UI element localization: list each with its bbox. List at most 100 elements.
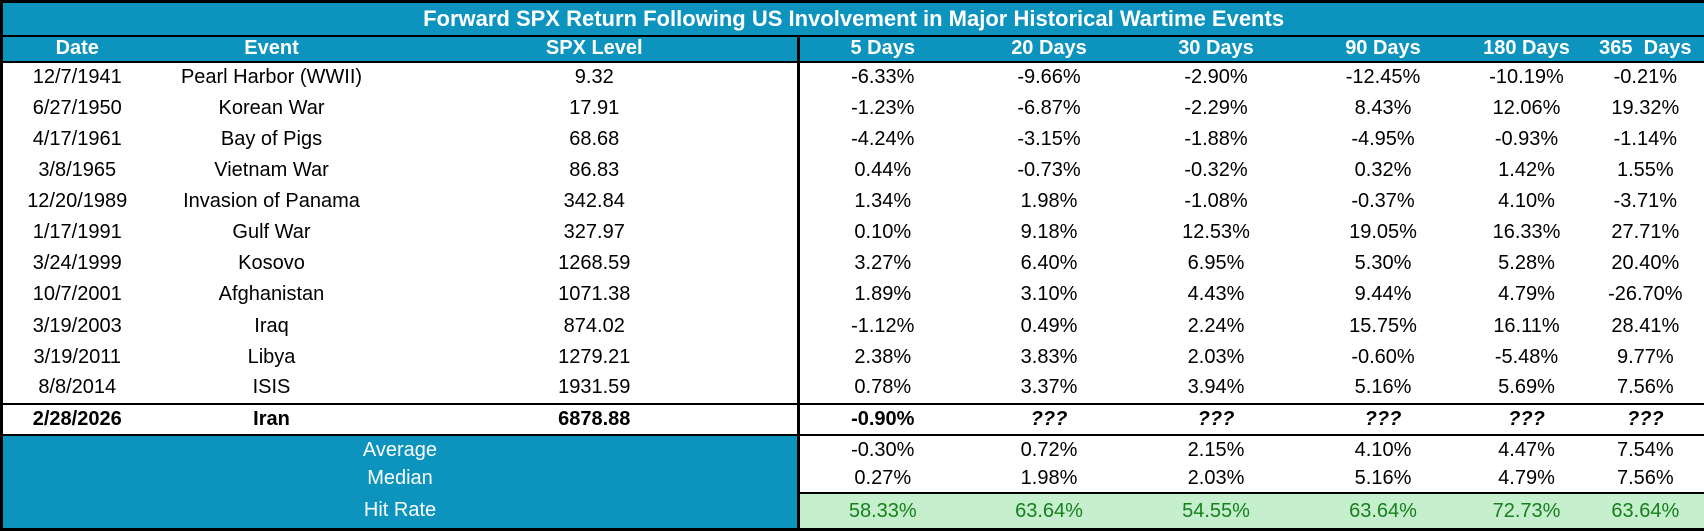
return-cell: 15.75%	[1299, 310, 1467, 342]
table-row: 12/7/1941 Pearl Harbor (WWII) 9.32 -6.33% -9…	[1, 61, 1704, 93]
return-cell: 1.55%	[1586, 154, 1704, 186]
return-cell: -1.08%	[1132, 186, 1300, 218]
summary-value-cell: 2.15%	[1132, 435, 1300, 465]
return-cell: 0.32%	[1299, 154, 1467, 186]
return-cell: -2.29%	[1132, 92, 1300, 124]
spx-level-cell: 9.32	[391, 61, 799, 93]
return-cell: -10.19%	[1466, 61, 1587, 93]
return-cell: 12.53%	[1132, 217, 1300, 249]
event-cell: Afghanistan	[151, 279, 392, 311]
pending-row-iran: 2/28/2026 Iran 6878.88 -0.90%??????????????…	[1, 402, 1704, 437]
return-cell: 12.06%	[1466, 92, 1587, 124]
return-cell: 2.38%	[797, 341, 966, 373]
summary-value-cell: 4.47%	[1466, 435, 1587, 465]
column-header: 20 Days	[965, 35, 1133, 63]
return-cell: -1.14%	[1586, 123, 1704, 155]
spx-level-cell: 1931.59	[391, 372, 799, 404]
header-row: Date Event SPX Level 5 Days 20 Days 30 Days 90…	[1, 35, 1704, 63]
return-cell: 3.10%	[965, 279, 1133, 311]
return-cell: 19.32%	[1586, 92, 1704, 124]
return-cell: 27.71%	[1586, 217, 1704, 249]
return-cell: -4.95%	[1299, 123, 1467, 155]
summary-value-cell: 4.10%	[1299, 435, 1467, 465]
date-cell: 2/28/2026	[1, 402, 152, 437]
event-cell: Bay of Pigs	[151, 123, 392, 155]
return-cell: -0.21%	[1586, 61, 1704, 93]
return-cell: -0.73%	[965, 154, 1133, 186]
date-cell: 10/7/2001	[1, 279, 152, 311]
summary-value-cell: 54.55%	[1132, 492, 1300, 530]
table-row: 10/7/2001 Afghanistan 1071.38 1.89% 3.10% 4.4…	[1, 279, 1704, 311]
event-cell: Vietnam War	[151, 154, 392, 186]
column-header: Date	[1, 35, 152, 63]
summary-row-median: Median 0.27% 1.98% 2.03% 5.16% 4.79% 7.56%	[1, 464, 1704, 494]
summary-label: Median	[1, 464, 799, 494]
return-cell: 1.98%	[965, 186, 1133, 218]
date-cell: 8/8/2014	[1, 372, 152, 404]
date-cell: 12/7/1941	[1, 61, 152, 93]
spx-level-cell: 874.02	[391, 310, 799, 342]
date-cell: 3/8/1965	[1, 154, 152, 186]
return-cell: 9.18%	[965, 217, 1133, 249]
event-cell: Korean War	[151, 92, 392, 124]
return-cell: 0.49%	[965, 310, 1133, 342]
summary-value-cell: 72.73%	[1466, 492, 1587, 530]
return-cell: -1.23%	[797, 92, 966, 124]
summary-value-cell: 5.16%	[1299, 464, 1467, 494]
date-cell: 3/19/2011	[1, 341, 152, 373]
summary-value-cell: 58.33%	[797, 492, 966, 530]
return-cell: -12.45%	[1299, 61, 1467, 93]
event-cell: Kosovo	[151, 248, 392, 280]
return-cell: 3.27%	[797, 248, 966, 280]
spx-level-cell: 17.91	[391, 92, 799, 124]
return-cell: ???	[1132, 402, 1300, 437]
column-header: Event	[151, 35, 392, 63]
spx-level-cell: 6878.88	[391, 402, 799, 437]
table-row: 3/19/2003 Iraq 874.02 -1.12% 0.49% 2.24% 15.75…	[1, 310, 1704, 342]
event-cell: Gulf War	[151, 217, 392, 249]
column-header: 180 Days	[1466, 35, 1587, 63]
return-cell: 20.40%	[1586, 248, 1704, 280]
date-cell: 3/24/1999	[1, 248, 152, 280]
spx-level-cell: 327.97	[391, 217, 799, 249]
event-cell: ISIS	[151, 372, 392, 404]
table-row: 8/8/2014 ISIS 1931.59 0.78% 3.37% 3.94% 5.16% 5…	[1, 372, 1704, 404]
column-header: 30 Days	[1132, 35, 1300, 63]
summary-value-cell: -0.30%	[797, 435, 966, 465]
return-cell: 5.69%	[1466, 372, 1587, 404]
return-cell: 0.78%	[797, 372, 966, 404]
return-cell: ???	[1586, 402, 1704, 437]
summary-value-cell: 2.03%	[1132, 464, 1300, 494]
return-cell: 0.44%	[797, 154, 966, 186]
return-cell: 2.03%	[1132, 341, 1300, 373]
return-cell: -5.48%	[1466, 341, 1587, 373]
return-cell: 19.05%	[1299, 217, 1467, 249]
column-header: 5 Days	[797, 35, 966, 63]
return-cell: 16.33%	[1466, 217, 1587, 249]
return-cell: -3.15%	[965, 123, 1133, 155]
summary-value-cell: 0.27%	[797, 464, 966, 494]
event-cell: Libya	[151, 341, 392, 373]
summary-row-average: Average -0.30% 0.72% 2.15% 4.10% 4.47% 7.54%	[1, 435, 1704, 465]
date-cell: 3/19/2003	[1, 310, 152, 342]
event-cell: Iraq	[151, 310, 392, 342]
spx-level-cell: 1268.59	[391, 248, 799, 280]
return-cell: 28.41%	[1586, 310, 1704, 342]
table-row: 3/8/1965 Vietnam War 86.83 0.44% -0.73% -0.32…	[1, 154, 1704, 186]
return-cell: 5.30%	[1299, 248, 1467, 280]
return-cell: -0.37%	[1299, 186, 1467, 218]
summary-value-cell: 63.64%	[1586, 492, 1704, 530]
return-cell: 0.10%	[797, 217, 966, 249]
return-cell: ???	[1299, 402, 1467, 437]
column-header: 365 Days	[1586, 35, 1704, 63]
table-row: 1/17/1991 Gulf War 327.97 0.10% 9.18% 12.53% 1…	[1, 217, 1704, 249]
return-cell: -0.60%	[1299, 341, 1467, 373]
table-body: 12/7/1941 Pearl Harbor (WWII) 9.32 -6.33% -9…	[1, 61, 1704, 530]
return-cell: -0.90%	[797, 402, 966, 437]
table-row: 6/27/1950 Korean War 17.91 -1.23% -6.87% -2.2…	[1, 92, 1704, 124]
return-cell: 4.10%	[1466, 186, 1587, 218]
return-cell: 9.44%	[1299, 279, 1467, 311]
summary-value-cell: 7.56%	[1586, 464, 1704, 494]
